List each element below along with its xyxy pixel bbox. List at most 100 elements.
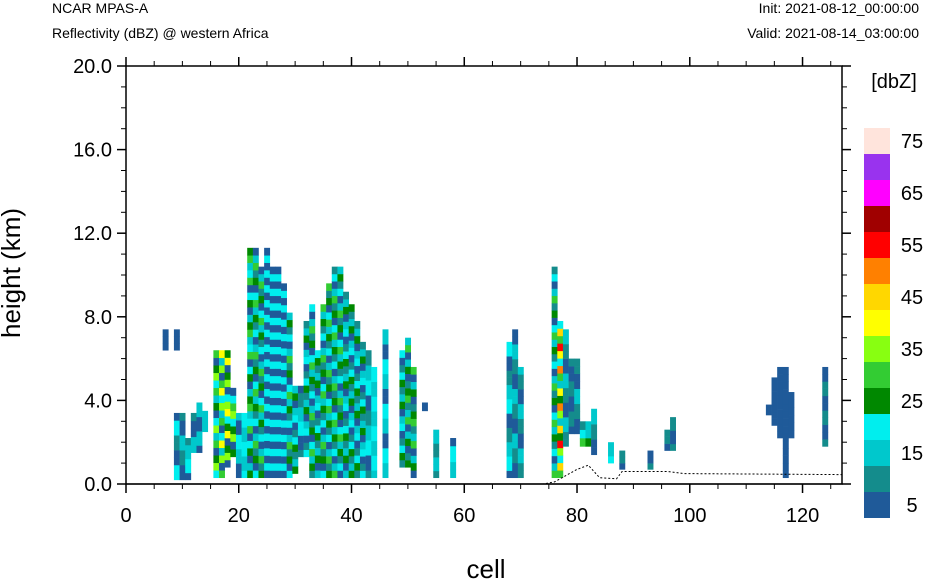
reflectivity-cell [359,427,366,436]
reflectivity-cell [551,470,558,479]
reflectivity-cell [326,463,333,471]
reflectivity-cell [247,462,254,471]
reflectivity-cell [264,470,271,479]
reflectivity-cell [405,402,412,410]
reflectivity-cell [286,312,293,321]
reflectivity-cell [348,470,355,479]
reflectivity-cell [331,332,338,340]
reflectivity-cell [399,408,406,417]
reflectivity-cell [405,388,412,396]
reflectivity-cell [410,366,417,375]
reflectivity-cell [314,462,321,471]
reflectivity-cell [326,333,333,342]
reflectivity-cell [292,385,299,394]
reflectivity-cell [247,448,254,456]
reflectivity-cell [162,336,169,344]
reflectivity-cell [771,411,778,419]
reflectivity-cell [252,359,259,367]
reflectivity-cell [512,344,519,352]
reflectivity-cell [286,463,293,471]
reflectivity-cell [326,362,333,371]
reflectivity-cell [337,281,344,289]
reflectivity-cell [506,441,513,450]
reflectivity-cell [410,426,417,434]
reflectivity-cell [258,295,265,304]
y-axis-title: height (km) [0,208,26,338]
reflectivity-cell [320,325,327,334]
reflectivity-cell [348,340,355,348]
reflectivity-cell [269,332,276,340]
reflectivity-cell [670,443,676,451]
reflectivity-cell [264,366,271,375]
reflectivity-cell [557,335,564,344]
reflectivity-cell [551,303,558,311]
reflectivity-cell [281,470,287,479]
reflectivity-cell [822,374,829,382]
reflectivity-cell [382,344,389,352]
reflectivity-cell [788,407,795,416]
reflectivity-cell [382,396,389,404]
reflectivity-cell [382,425,389,434]
reflectivity-cell [354,358,361,367]
reflectivity-cell [281,319,287,327]
reflectivity-cell [365,410,372,419]
reflectivity-cell [213,462,220,471]
reflectivity-cell [247,351,254,360]
reflectivity-cell [359,391,366,400]
reflectivity-cell [405,359,412,367]
reflectivity-cell [405,460,412,468]
reflectivity-cell [405,438,412,446]
reflectivity-cell [190,412,197,422]
reflectivity-cell [309,419,316,428]
reflectivity-cell [224,401,231,410]
reflectivity-cell [433,457,440,465]
reflectivity-cell [235,456,242,464]
reflectivity-cell [506,449,513,457]
reflectivity-cell [670,423,676,431]
reflectivity-cell [354,447,361,456]
reflectivity-cell [258,434,265,442]
reflectivity-cell [450,469,457,479]
reflectivity-cell [337,463,344,471]
reflectivity-cell [562,387,569,396]
reflectivity-cell [286,348,293,356]
reflectivity-cell [517,411,524,419]
reflectivity-cell [512,418,519,427]
reflectivity-cell [591,439,598,448]
reflectivity-cell [382,462,389,471]
reflectivity-cell [173,457,180,466]
reflectivity-cell [219,417,225,426]
reflectivity-cell [292,400,299,409]
reflectivity-cell [405,445,412,454]
reflectivity-cell [213,447,220,456]
reflectivity-cell [647,456,654,464]
reflectivity-cell [343,462,349,471]
reflectivity-cell [365,425,372,434]
reflectivity-cell [517,418,524,427]
reflectivity-cell [252,336,259,345]
reflectivity-cell [314,410,321,419]
reflectivity-cell [241,427,248,435]
reflectivity-cell [568,426,575,435]
reflectivity-cell [286,449,293,457]
reflectivity-cell [314,380,321,389]
reflectivity-cell [562,336,569,345]
reflectivity-cell [247,470,254,479]
reflectivity-cell [562,395,569,403]
reflectivity-cell [557,432,564,441]
reflectivity-cell [647,450,654,458]
reflectivity-cell [269,463,276,471]
reflectivity-cell [309,398,316,406]
reflectivity-cell [252,262,259,271]
colorbar-box [864,388,890,414]
reflectivity-cell [292,451,299,460]
reflectivity-cell [562,417,569,425]
reflectivity-cell [365,387,372,396]
reflectivity-cell [331,317,338,326]
reflectivity-cell [314,395,321,404]
reflectivity-cell [557,320,564,329]
reflectivity-cell [309,434,316,442]
reflectivity-cell [286,319,293,328]
reflectivity-cell [252,307,259,315]
reflectivity-cell [275,339,282,348]
